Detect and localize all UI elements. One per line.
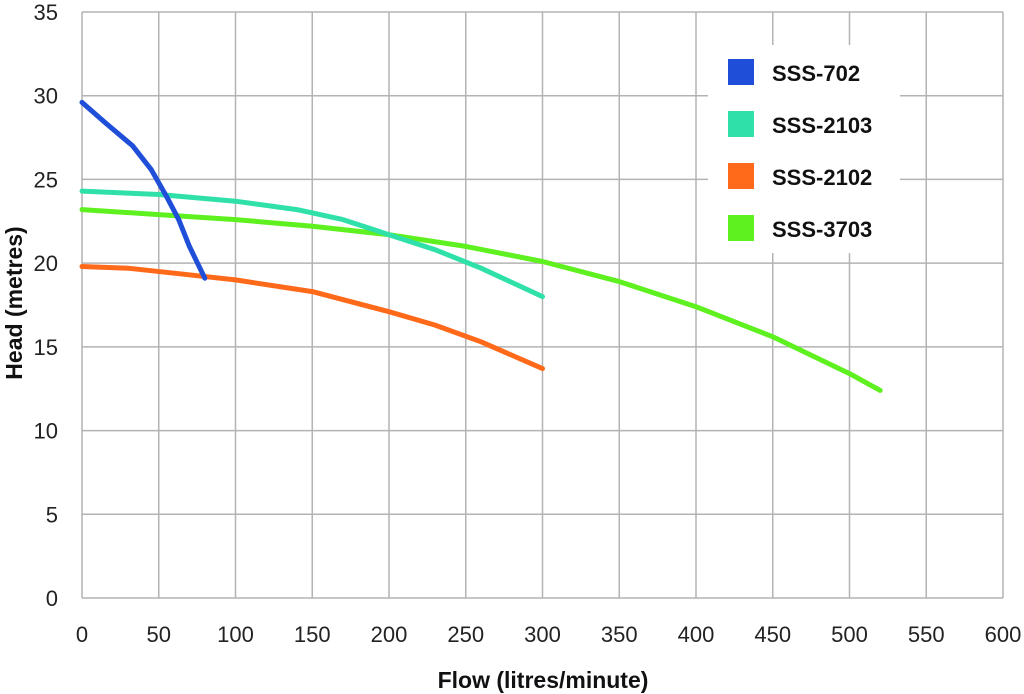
x-tick-label: 300 <box>524 622 561 647</box>
y-axis-title: Head (metres) <box>1 226 27 379</box>
legend-swatch <box>728 215 754 241</box>
legend-label: SSS-702 <box>772 61 860 86</box>
legend: SSS-702 SSS-2103 SSS-2102 SSS-3703 <box>708 45 900 253</box>
x-tick-label: 150 <box>294 622 331 647</box>
y-tick-label: 20 <box>34 251 58 276</box>
y-tick-label: 25 <box>34 167 58 192</box>
x-tick-label: 0 <box>76 622 88 647</box>
x-tick-label: 100 <box>217 622 254 647</box>
series-lines <box>79 99 883 393</box>
x-tick-label: 600 <box>985 622 1022 647</box>
x-tick-label: 350 <box>601 622 638 647</box>
x-tick-label: 450 <box>754 622 791 647</box>
legend-swatch <box>728 163 754 189</box>
y-tick-label: 10 <box>34 419 58 444</box>
tick-labels: 0 50 100 150 200 250 300 350 400 450 500 550 600 0 5 10… <box>34 0 1022 647</box>
series-line-sss-2102 <box>79 264 545 372</box>
x-tick-label: 50 <box>147 622 171 647</box>
y-tick-label: 5 <box>46 502 58 527</box>
legend-label: SSS-3703 <box>772 217 872 242</box>
y-tick-label: 15 <box>34 335 58 360</box>
x-tick-label: 500 <box>831 622 868 647</box>
legend-label: SSS-2102 <box>772 165 872 190</box>
x-tick-label: 550 <box>908 622 945 647</box>
x-tick-label: 200 <box>371 622 408 647</box>
legend-swatch <box>728 111 754 137</box>
y-tick-label: 35 <box>34 0 58 25</box>
x-tick-label: 250 <box>447 622 484 647</box>
series-line-sss-3703 <box>79 207 883 393</box>
y-tick-label: 30 <box>34 84 58 109</box>
legend-label: SSS-2103 <box>772 113 872 138</box>
x-axis-title: Flow (litres/minute) <box>438 667 649 693</box>
x-tick-label: 400 <box>678 622 715 647</box>
series-line-sss-702 <box>79 99 208 281</box>
y-tick-label: 0 <box>46 586 58 611</box>
legend-swatch <box>728 59 754 85</box>
series-line-sss-2103 <box>79 188 545 300</box>
